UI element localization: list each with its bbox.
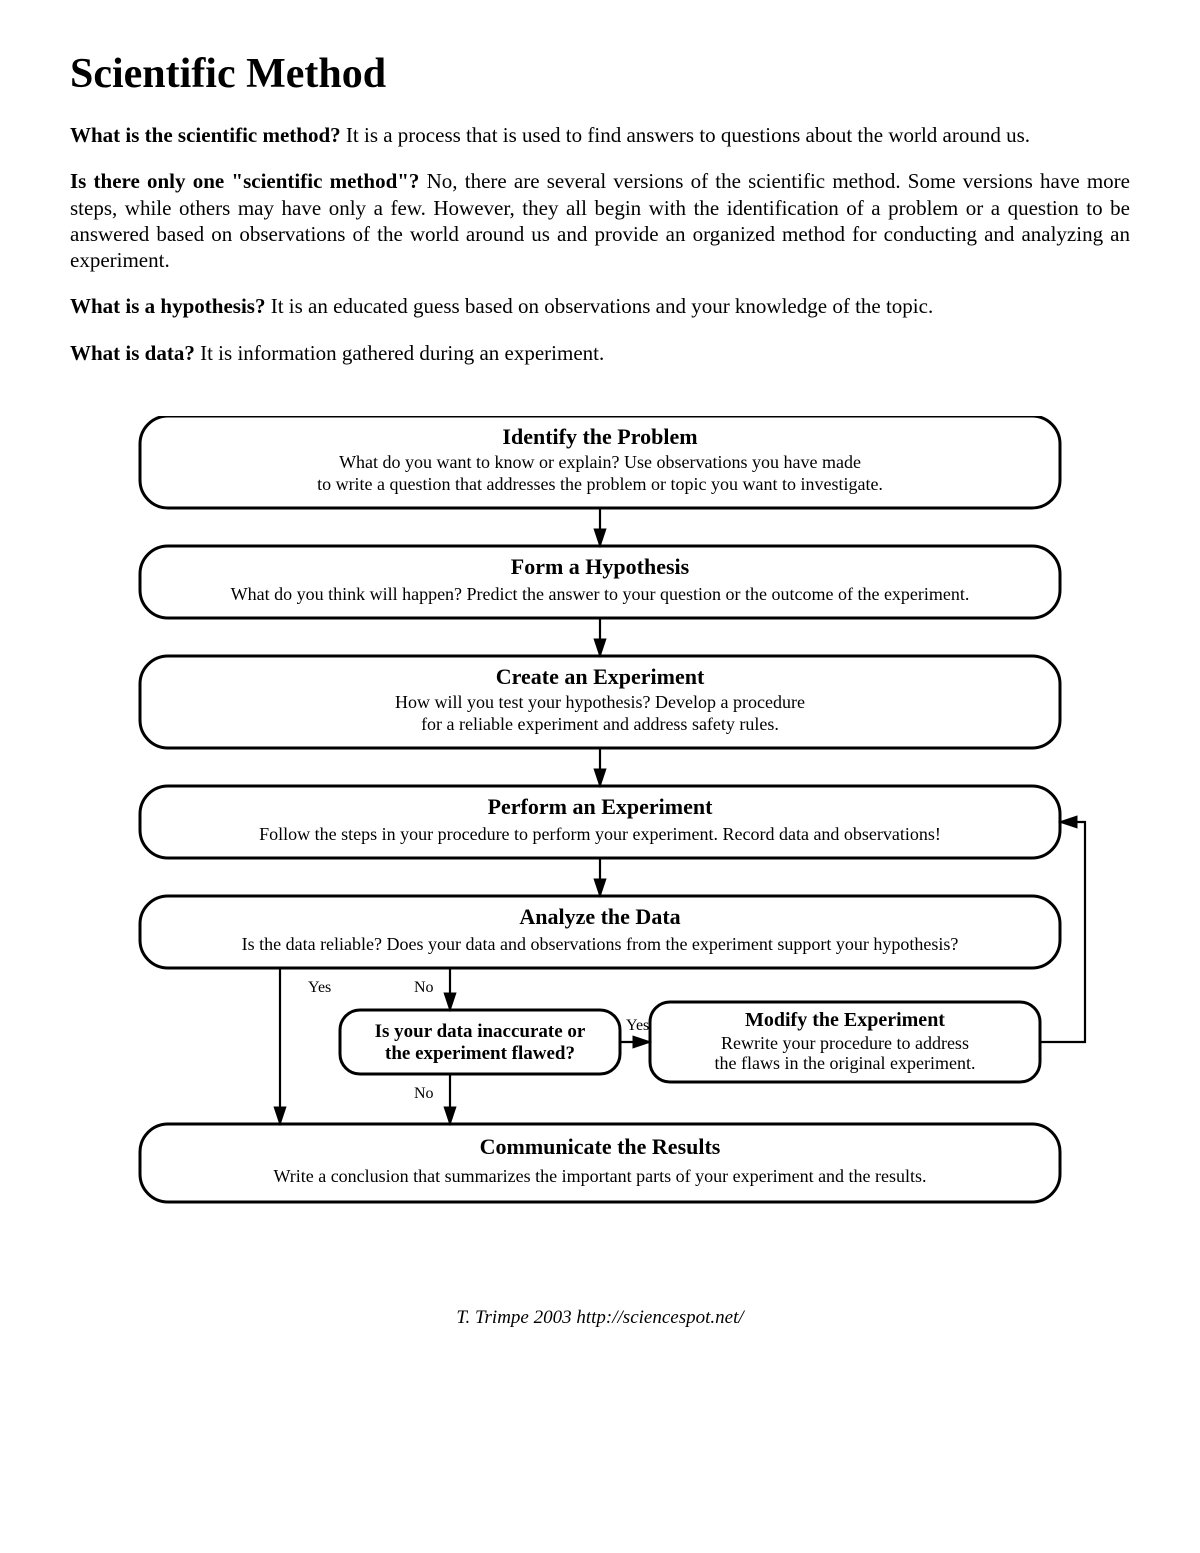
q4: What is data? <box>70 341 195 365</box>
svg-text:No: No <box>414 979 434 996</box>
svg-text:Form a Hypothesis: Form a Hypothesis <box>511 554 690 579</box>
page-title: Scientific Method <box>70 50 1130 98</box>
svg-text:What do you want to know or ex: What do you want to know or explain? Use… <box>339 452 861 472</box>
svg-text:Modify the Experiment: Modify the Experiment <box>745 1009 945 1031</box>
para-4: What is data? It is information gathered… <box>70 340 1130 366</box>
svg-text:the flaws in the original expe: the flaws in the original experiment. <box>715 1053 976 1073</box>
q2: Is there only one "scientific method"? <box>70 169 419 193</box>
svg-text:Perform an Experiment: Perform an Experiment <box>488 794 713 819</box>
svg-text:Yes: Yes <box>626 1017 649 1034</box>
svg-text:Analyze the Data: Analyze the Data <box>519 904 680 929</box>
para-1: What is the scientific method? It is a p… <box>70 122 1130 148</box>
svg-text:How will you test your hypothe: How will you test your hypothesis? Devel… <box>395 692 805 712</box>
q1: What is the scientific method? <box>70 123 341 147</box>
svg-text:Is your data inaccurate or: Is your data inaccurate or <box>375 1021 586 1042</box>
svg-text:Is the data reliable? Does you: Is the data reliable? Does your data and… <box>242 934 959 954</box>
svg-text:No: No <box>414 1085 434 1102</box>
svg-text:to write a question that addre: to write a question that addresses the p… <box>317 474 883 494</box>
svg-text:Write a conclusion that summar: Write a conclusion that summarizes the i… <box>273 1166 926 1186</box>
svg-text:Rewrite your procedure to addr: Rewrite your procedure to address <box>721 1033 969 1053</box>
flowchart: Identify the Problem What do you want to … <box>110 416 1090 1217</box>
node-decision <box>340 1010 620 1074</box>
para-3: What is a hypothesis? It is an educated … <box>70 293 1130 319</box>
flowchart-svg: Identify the Problem What do you want to … <box>110 416 1090 1212</box>
footer-credit: T. Trimpe 2003 http://sciencespot.net/ <box>70 1307 1130 1329</box>
svg-text:What do you think will happen?: What do you think will happen? Predict t… <box>231 584 970 604</box>
svg-text:Create an Experiment: Create an Experiment <box>496 664 705 689</box>
svg-text:Identify the Problem: Identify the Problem <box>502 424 697 449</box>
svg-text:Communicate the Results: Communicate the Results <box>480 1134 721 1159</box>
a3: It is an educated guess based on observa… <box>265 294 933 318</box>
svg-text:Follow the steps in your proce: Follow the steps in your procedure to pe… <box>259 824 941 844</box>
para-2: Is there only one "scientific method"? N… <box>70 168 1130 273</box>
svg-text:the experiment flawed?: the experiment flawed? <box>385 1043 575 1064</box>
a1: It is a process that is used to find ans… <box>341 123 1030 147</box>
svg-text:for a reliable experiment and: for a reliable experiment and address sa… <box>421 714 779 734</box>
q3: What is a hypothesis? <box>70 294 265 318</box>
a4: It is information gathered during an exp… <box>195 341 604 365</box>
svg-text:Yes: Yes <box>308 979 331 996</box>
